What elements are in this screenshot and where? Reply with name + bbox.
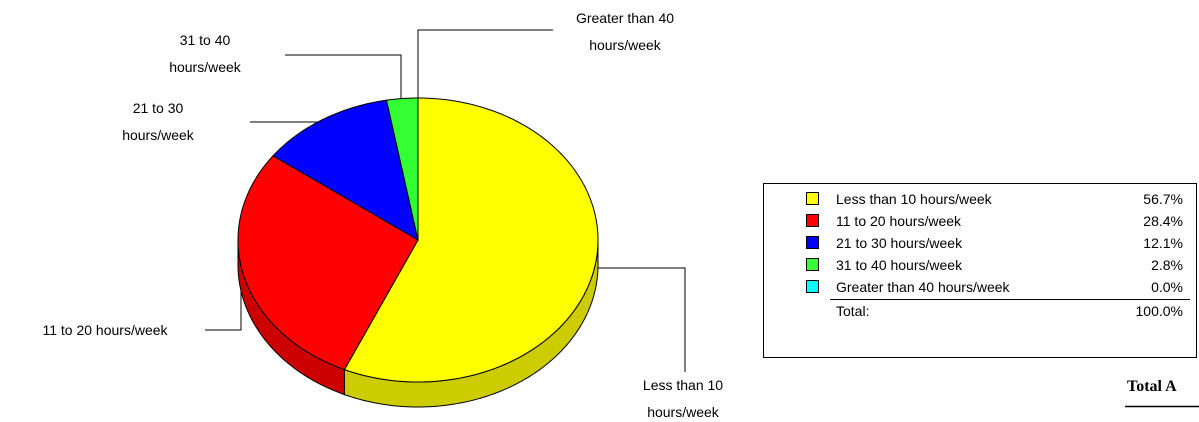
slice-label: 21 to 30 hours/week	[122, 100, 194, 143]
leader-line	[598, 267, 686, 372]
legend-value: 56.7%	[1143, 191, 1183, 207]
legend-swatch	[806, 280, 819, 293]
slice-label: 11 to 20 hours/week	[42, 322, 168, 338]
legend-value: 12.1%	[1143, 235, 1183, 251]
legend-swatch	[806, 258, 819, 271]
legend-swatch	[806, 214, 819, 227]
slice	[385, 97, 419, 241]
slice	[237, 155, 419, 371]
legend-box	[763, 183, 1197, 358]
legend-label: 31 to 40 hours/week	[836, 257, 963, 273]
legend-label: Greater than 40 hours/week	[836, 279, 1011, 295]
leader-line	[285, 54, 402, 102]
footer-text: Total A	[1127, 378, 1177, 395]
legend-swatch	[806, 192, 819, 205]
legend-total-label: Total:	[836, 303, 869, 319]
slice-label: Less than 10 hours/week	[642, 377, 724, 420]
legend-value: 2.8%	[1151, 257, 1183, 273]
legend-label: 11 to 20 hours/week	[836, 213, 962, 229]
slice-label: 31 to 40 hours/week	[169, 32, 241, 75]
pie-tops	[237, 97, 599, 383]
slice	[272, 99, 419, 242]
legend-value: 28.4%	[1143, 213, 1183, 229]
legend-total-value: 100.0%	[1136, 303, 1183, 319]
legend-value: 0.0%	[1151, 279, 1183, 295]
slice-label: Greater than 40 hours/week	[575, 10, 675, 53]
slice	[343, 97, 599, 383]
legend-label: 21 to 30 hours/week	[836, 235, 963, 251]
leader-line	[205, 258, 242, 331]
legend-label: Less than 10 hours/week	[836, 191, 993, 207]
leader-line	[417, 29, 553, 100]
legend-swatch	[806, 236, 819, 249]
